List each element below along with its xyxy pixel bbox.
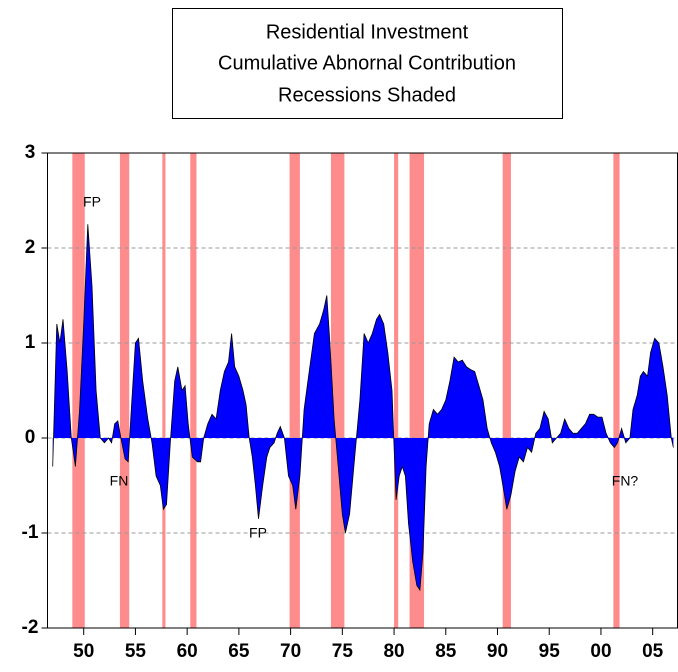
chart-title: Residential Investment xyxy=(266,21,469,43)
x-tick-label: 80 xyxy=(383,641,404,662)
y-tick-label: -1 xyxy=(22,522,39,543)
annotation: FN xyxy=(110,473,129,489)
x-tick-label: 70 xyxy=(280,641,301,662)
recession-band xyxy=(190,153,197,628)
chart-title: Recessions Shaded xyxy=(278,84,456,106)
x-tick-label: 95 xyxy=(539,641,561,662)
x-tick-label: 05 xyxy=(642,641,664,662)
x-tick-label: 85 xyxy=(435,641,457,662)
x-tick-label: 55 xyxy=(125,641,147,662)
recession-band xyxy=(330,153,345,628)
x-tick-label: 00 xyxy=(590,641,611,662)
title-box xyxy=(172,8,563,119)
x-tick-label: 65 xyxy=(228,641,250,662)
y-tick-label: 2 xyxy=(25,237,36,258)
x-tick-label: 90 xyxy=(487,641,508,662)
area-line xyxy=(52,224,674,592)
recession-band xyxy=(289,153,300,628)
x-tick-label: 50 xyxy=(73,641,94,662)
recession-band xyxy=(119,153,130,628)
x-tick-label: 75 xyxy=(332,641,354,662)
y-tick-label: 3 xyxy=(25,142,36,163)
annotation: FN? xyxy=(612,473,639,489)
y-tick-label: 0 xyxy=(25,427,36,448)
recession-band xyxy=(502,153,511,628)
chart-title: Cumulative Abnornal Contribution xyxy=(218,52,516,74)
y-tick-label: -2 xyxy=(22,617,39,638)
recession-band xyxy=(72,153,85,628)
x-tick-label: 60 xyxy=(177,641,198,662)
annotation: FP xyxy=(249,525,267,541)
recession-band xyxy=(394,153,399,628)
y-tick-label: 1 xyxy=(25,332,36,353)
area-fill xyxy=(52,224,674,591)
annotation: FP xyxy=(83,194,101,210)
plot-area: -2 -1 0 1 2 3 50 55 60 65 70 75 80 85 90 95 00 05 xyxy=(22,142,678,662)
recession-band xyxy=(613,153,620,628)
recession-band xyxy=(162,153,166,628)
